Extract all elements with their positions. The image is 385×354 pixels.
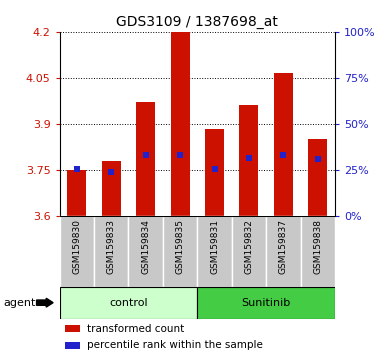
- Text: GSM159831: GSM159831: [210, 219, 219, 274]
- Bar: [301, 216, 335, 287]
- Text: Sunitinib: Sunitinib: [241, 298, 291, 308]
- Bar: [171, 32, 189, 216]
- Bar: [266, 216, 301, 287]
- Text: GSM159830: GSM159830: [72, 219, 81, 274]
- Bar: [94, 216, 129, 287]
- Bar: [274, 73, 293, 216]
- Bar: [197, 287, 335, 319]
- Bar: [60, 287, 197, 319]
- Bar: [163, 216, 197, 287]
- Text: percentile rank within the sample: percentile rank within the sample: [87, 340, 263, 350]
- Bar: [102, 161, 121, 216]
- Bar: [239, 105, 258, 216]
- Text: transformed count: transformed count: [87, 324, 184, 333]
- Text: GSM159832: GSM159832: [244, 219, 253, 274]
- Bar: [232, 216, 266, 287]
- Text: GSM159833: GSM159833: [107, 219, 116, 274]
- Text: GSM159834: GSM159834: [141, 219, 150, 274]
- Text: control: control: [109, 298, 148, 308]
- Bar: [129, 216, 163, 287]
- Title: GDS3109 / 1387698_at: GDS3109 / 1387698_at: [116, 16, 278, 29]
- Bar: [65, 325, 80, 332]
- Bar: [60, 216, 94, 287]
- Text: agent: agent: [4, 298, 36, 308]
- Text: GSM159837: GSM159837: [279, 219, 288, 274]
- Bar: [308, 139, 327, 216]
- Text: GSM159838: GSM159838: [313, 219, 322, 274]
- Bar: [205, 129, 224, 216]
- Bar: [136, 102, 155, 216]
- Bar: [65, 342, 80, 349]
- Text: GSM159835: GSM159835: [176, 219, 185, 274]
- Bar: [67, 170, 86, 216]
- Bar: [197, 216, 232, 287]
